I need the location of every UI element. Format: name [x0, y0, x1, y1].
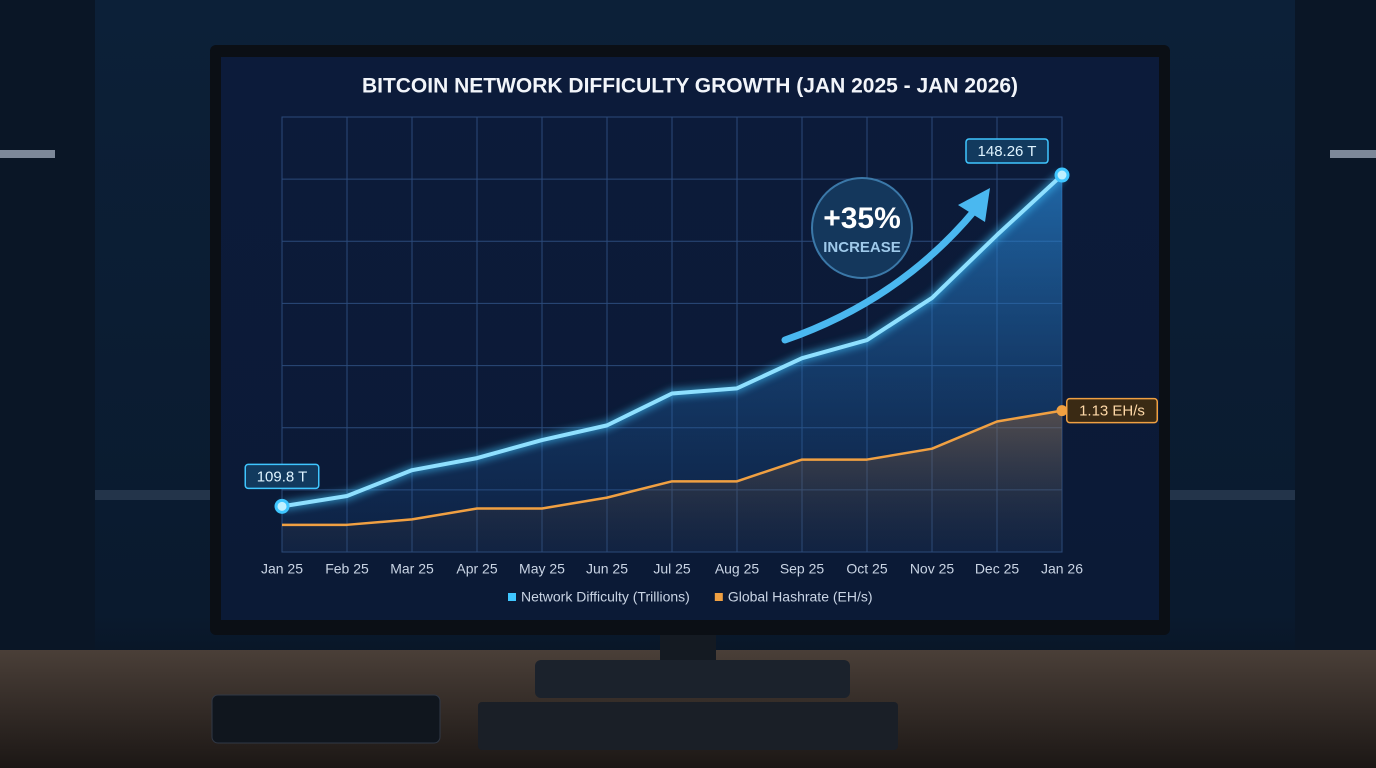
x-tick-label: Oct 25: [846, 561, 887, 577]
light-strip: [1330, 150, 1376, 158]
pillar: [0, 0, 95, 768]
x-tick-label: Nov 25: [910, 561, 955, 577]
x-tick-label: Jul 25: [653, 561, 691, 577]
series-line: [281, 173, 1064, 509]
plot: Jan 25 Feb 25 Mar 25 Apr 25 May 25 Jun 25 Jul …: [244, 116, 1158, 605]
keyboard: [478, 702, 898, 750]
point-marker: [1056, 405, 1068, 417]
value-label-box: [965, 138, 1049, 164]
legend-label: Network Difficulty (Trillions): [521, 589, 690, 605]
x-tick-label: Dec 25: [975, 561, 1020, 577]
legend-label: Global Hashrate (EH/s): [728, 589, 873, 605]
value-label: 1.13 EH/s: [1079, 403, 1145, 420]
growth-arrow: [781, 206, 979, 344]
point-marker: [274, 498, 290, 514]
x-tick-label: May 25: [519, 561, 565, 577]
value-label: 109.8 T: [257, 468, 308, 485]
annotation-text: INCREASE: [823, 239, 901, 256]
light-strip: [0, 150, 55, 158]
point-marker: [1054, 167, 1070, 183]
x-tick-label: Jun 25: [586, 561, 628, 577]
value-label-box: [1066, 397, 1158, 424]
background-desk: [95, 490, 215, 500]
annotation-badge: [811, 177, 913, 279]
x-tick-label: Sep 25: [780, 561, 825, 577]
monitor-base: [535, 660, 850, 698]
x-tick-label: Jan 25: [261, 561, 303, 577]
value-label: 148.26 T: [978, 143, 1037, 160]
x-tick-label: Feb 25: [325, 561, 369, 577]
pillar: [1295, 0, 1376, 768]
legend-swatch: [714, 593, 723, 601]
background-desk: [1170, 490, 1295, 500]
series-line: [282, 409, 1063, 527]
x-tick-label: Apr 25: [456, 561, 497, 577]
value-label-box: [244, 463, 320, 490]
growth-arrowhead: [958, 188, 990, 222]
tablet: [211, 694, 441, 744]
x-tick-label: Aug 25: [715, 561, 760, 577]
legend-swatch: [508, 593, 516, 601]
chart-title: BITCOIN NETWORK DIFFICULTY GROWTH (JAN 2…: [362, 75, 1018, 98]
series-area: [282, 175, 1062, 552]
x-tick-label: Mar 25: [390, 561, 434, 577]
annotation-value: +35%: [823, 202, 901, 235]
x-tick-label: Jan 26: [1041, 561, 1083, 577]
